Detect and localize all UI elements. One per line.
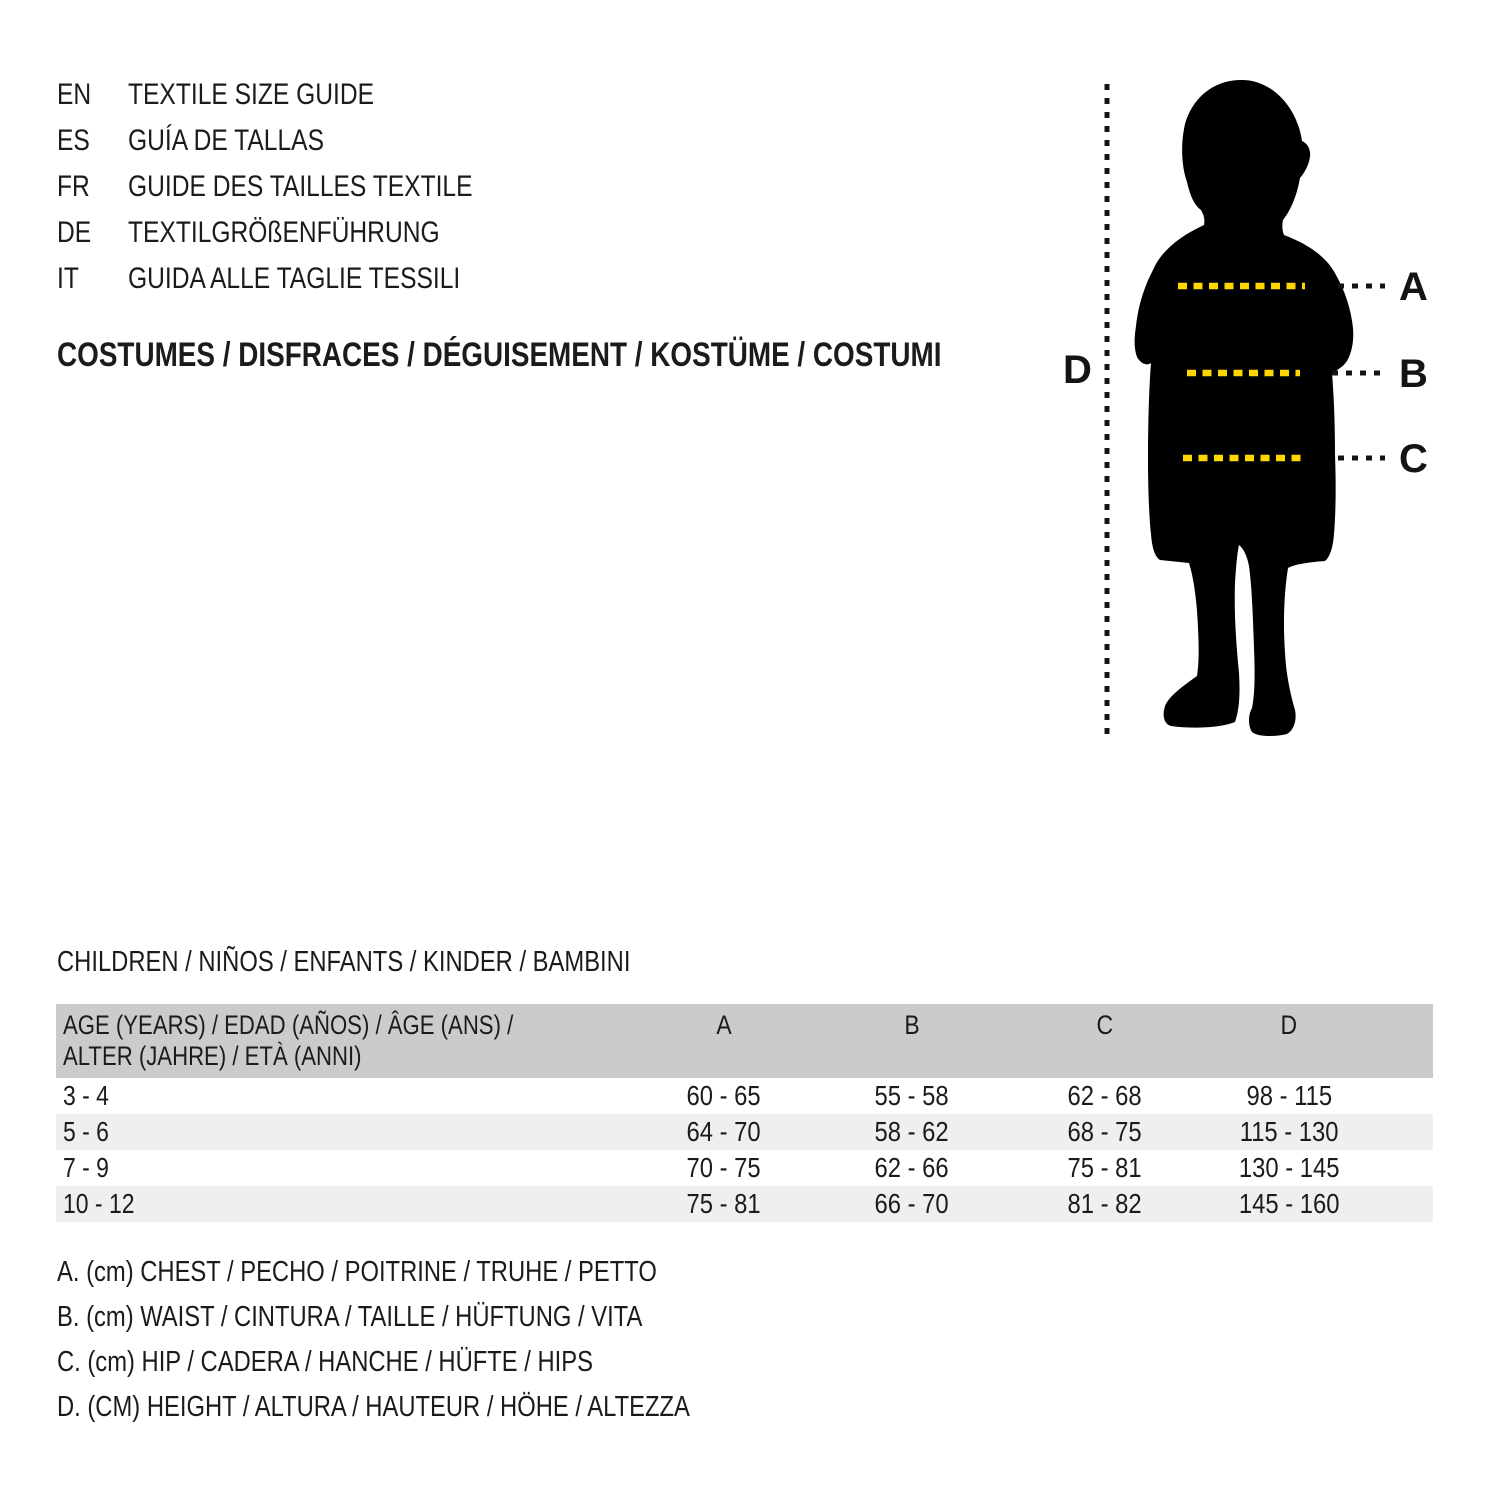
language-title-en: TEXTILE SIZE GUIDE [128, 78, 375, 111]
language-row-fr: FR GUIDE DES TAILLES TEXTILE [57, 164, 548, 210]
language-title-de: TEXTILGRÖßENFÜHRUNG [128, 216, 440, 249]
table-row: 10 - 12 75 - 81 66 - 70 81 - 82 145 - 16… [56, 1186, 1433, 1222]
waist-range: 58 - 62 [874, 1116, 950, 1147]
hip-range: 62 - 68 [1067, 1080, 1143, 1111]
language-title-es: GUÍA DE TALLAS [128, 124, 324, 157]
chest-range: 75 - 81 [686, 1188, 762, 1219]
measure-label-d: D [1063, 348, 1092, 392]
language-row-es: ES GUÍA DE TALLAS [57, 118, 548, 164]
child-silhouette [1134, 80, 1354, 737]
language-code-de: DE [57, 216, 92, 249]
language-row-de: DE TEXTILGRÖßENFÜHRUNG [57, 210, 548, 256]
table-row: 5 - 6 64 - 70 58 - 62 68 - 75 115 - 130 [56, 1114, 1433, 1150]
section-title-children: CHILDREN / NIÑOS / ENFANTS / KINDER / BA… [57, 946, 631, 978]
age-range: 5 - 6 [63, 1116, 109, 1147]
column-header-b: B [904, 1010, 920, 1040]
chest-range: 60 - 65 [686, 1080, 762, 1111]
height-range: 130 - 145 [1238, 1152, 1340, 1183]
chest-range: 70 - 75 [686, 1152, 762, 1183]
language-code-fr: FR [57, 170, 90, 203]
chest-range: 64 - 70 [686, 1116, 762, 1147]
measure-label-a: A [1399, 265, 1428, 309]
measure-label-b: B [1399, 352, 1428, 396]
waist-range: 55 - 58 [874, 1080, 950, 1111]
age-range: 10 - 12 [63, 1188, 135, 1219]
height-range: 115 - 130 [1239, 1116, 1339, 1147]
column-header-a: A [716, 1010, 732, 1040]
language-title-it: GUIDA ALLE TAGLIE TESSILI [128, 262, 461, 295]
language-code-en: EN [57, 78, 92, 111]
column-header-c: C [1096, 1010, 1114, 1040]
language-code-it: IT [57, 262, 79, 295]
language-code-es: ES [57, 124, 90, 157]
hip-range: 75 - 81 [1067, 1152, 1143, 1183]
language-title-list: EN TEXTILE SIZE GUIDE ES GUÍA DE TALLAS … [57, 72, 548, 302]
age-range: 7 - 9 [63, 1152, 109, 1183]
age-range: 3 - 4 [63, 1080, 109, 1111]
hip-range: 81 - 82 [1067, 1188, 1143, 1219]
measurement-legend: A. (cm) CHEST / PECHO / POITRINE / TRUHE… [57, 1250, 829, 1430]
legend-item-chest: A. (cm) CHEST / PECHO / POITRINE / TRUHE… [57, 1256, 657, 1288]
size-table-header: AGE (YEARS) / EDAD (AÑOS) / ÂGE (ANS) / … [56, 1004, 1433, 1078]
legend-item-waist: B. (cm) WAIST / CINTURA / TAILLE / HÜFTU… [57, 1301, 643, 1333]
legend-item-height: D. (CM) HEIGHT / ALTURA / HAUTEUR / HÖHE… [57, 1391, 690, 1423]
age-column-header: AGE (YEARS) / EDAD (AÑOS) / ÂGE (ANS) / … [63, 1010, 514, 1071]
legend-item-hip: C. (cm) HIP / CADERA / HANCHE / HÜFTE / … [57, 1346, 593, 1378]
measurement-diagram: A B C D [1055, 58, 1465, 758]
measure-label-c: C [1399, 437, 1428, 481]
language-title-fr: GUIDE DES TAILLES TEXTILE [128, 170, 473, 203]
height-range: 98 - 115 [1246, 1080, 1332, 1111]
hip-range: 68 - 75 [1067, 1116, 1143, 1147]
waist-range: 66 - 70 [874, 1188, 950, 1219]
language-row-it: IT GUIDA ALLE TAGLIE TESSILI [57, 256, 548, 302]
height-range: 145 - 160 [1238, 1188, 1340, 1219]
column-header-d: D [1280, 1010, 1298, 1040]
waist-range: 62 - 66 [874, 1152, 950, 1183]
table-row: 7 - 9 70 - 75 62 - 66 75 - 81 130 - 145 [56, 1150, 1433, 1186]
table-row: 3 - 4 60 - 65 55 - 58 62 - 68 98 - 115 [56, 1078, 1433, 1114]
category-heading: COSTUMES / DISFRACES / DÉGUISEMENT / KOS… [57, 336, 942, 374]
size-table: AGE (YEARS) / EDAD (AÑOS) / ÂGE (ANS) / … [56, 1004, 1433, 1222]
language-row-en: EN TEXTILE SIZE GUIDE [57, 72, 548, 118]
child-silhouette-figure: A B C D [1063, 80, 1428, 742]
